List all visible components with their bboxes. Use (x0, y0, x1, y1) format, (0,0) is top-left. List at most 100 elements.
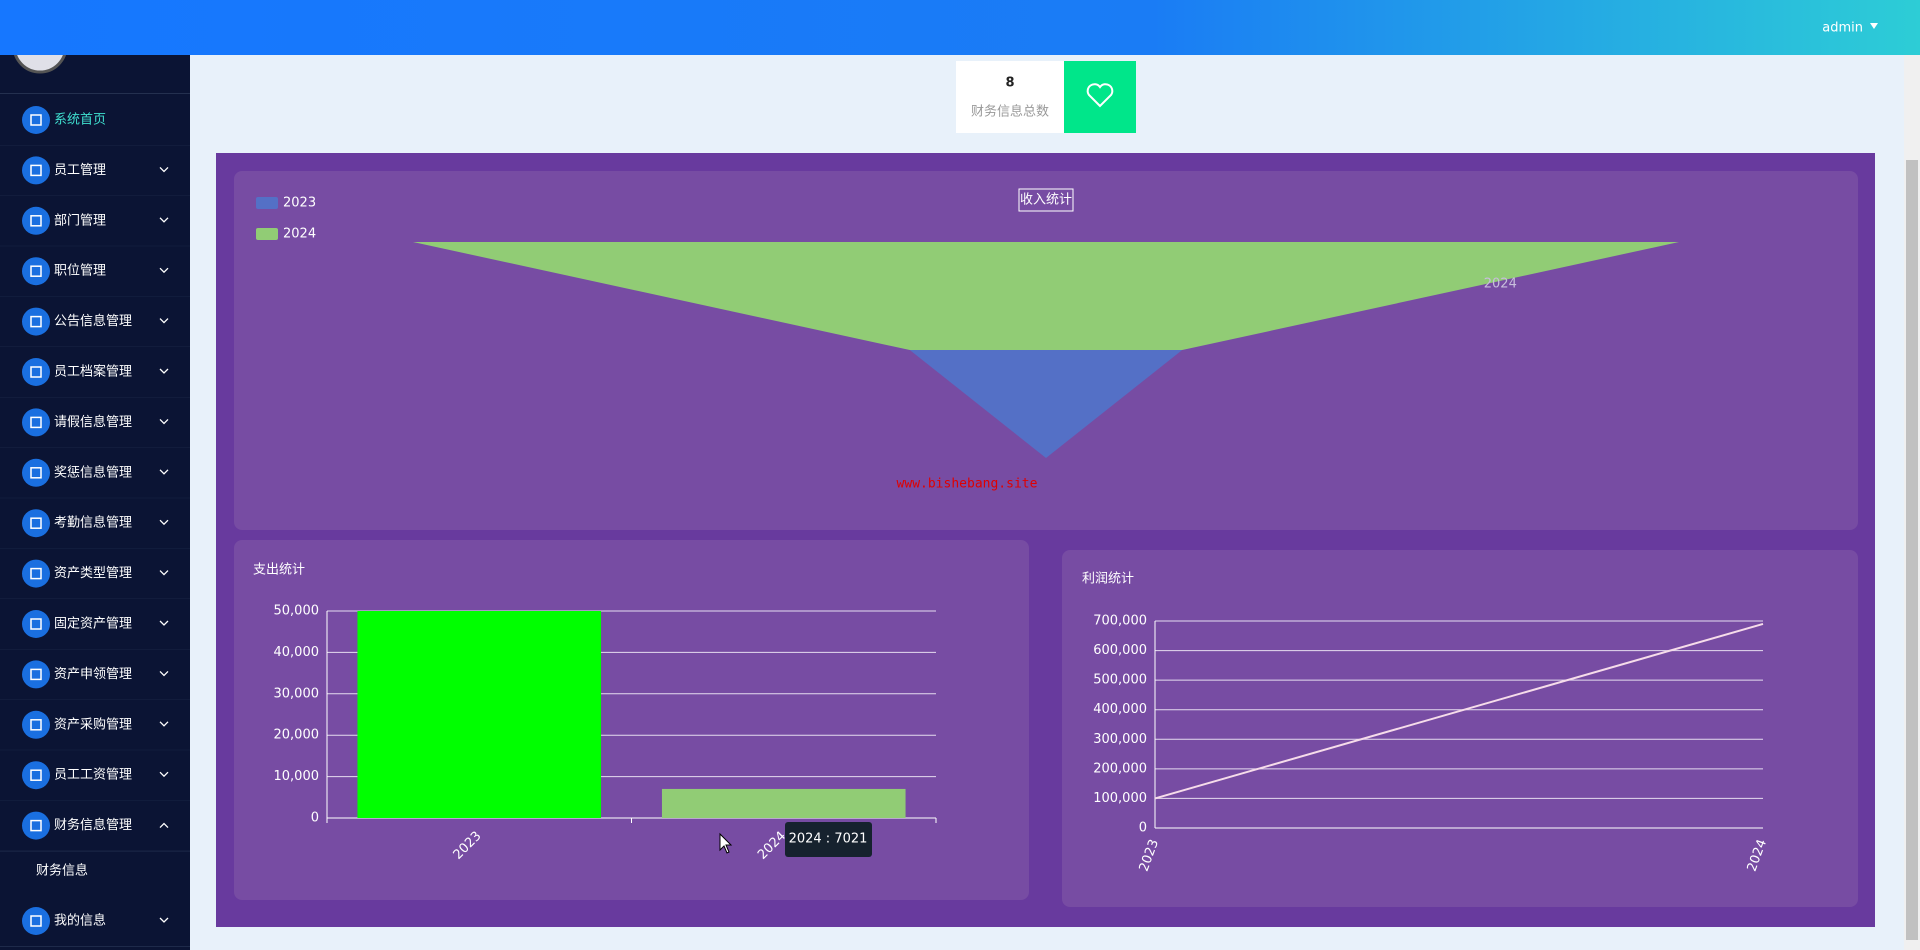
chart-title: 收入统计 (1020, 193, 1072, 208)
y-tick-label: 20,000 (274, 728, 320, 743)
menu-label[interactable]: 职位管理 (54, 264, 106, 279)
menu-chevron (159, 570, 169, 576)
menu-icon (22, 907, 50, 935)
sidebar-divider (0, 93, 190, 94)
menu-icon (22, 811, 50, 840)
legend-swatch[interactable] (256, 197, 278, 209)
menu-chevron (159, 267, 169, 274)
watermark: www.bishebang.site (897, 477, 1038, 492)
menu-icon (22, 710, 50, 739)
menu-icon (22, 660, 50, 689)
y-tick-label: 50,000 (274, 604, 320, 619)
menu-label[interactable]: 考勤信息管理 (54, 515, 132, 531)
y-tick-label: 700,000 (1093, 614, 1147, 629)
menu-icon-glyph (30, 114, 42, 126)
bar[interactable] (357, 611, 602, 818)
menu-label[interactable]: 我的信息 (54, 913, 106, 929)
stat-icon-box (1064, 61, 1136, 133)
menu-label[interactable]: 资产采购管理 (54, 716, 132, 732)
line-series (1154, 622, 1764, 800)
funnel-segment[interactable] (413, 242, 1679, 350)
menu-label[interactable]: 固定资产管理 (54, 617, 132, 632)
menu-chevron (159, 368, 169, 374)
y-tick-label: 400,000 (1093, 702, 1147, 717)
bar[interactable] (661, 788, 906, 818)
cursor (719, 832, 733, 854)
menu-icon (22, 257, 50, 286)
line-card (1062, 550, 1858, 907)
y-tick-label: 30,000 (274, 686, 320, 701)
menu-icon (22, 106, 50, 134)
menu-label[interactable]: 资产类型管理 (54, 566, 132, 581)
menu-chevron (159, 822, 169, 829)
menu-icon-glyph (30, 265, 42, 277)
menu-label[interactable]: 员工档案管理 (54, 365, 132, 380)
menu-chevron (159, 166, 169, 173)
scroll-thumb[interactable] (1906, 160, 1918, 940)
menu-icon (22, 307, 50, 336)
menu-icon-glyph (30, 215, 42, 227)
menu-chevron (159, 519, 169, 526)
funnel-segment[interactable] (909, 350, 1183, 458)
menu-divider (0, 946, 190, 947)
heart-icon (1086, 83, 1114, 108)
menu-icon (22, 559, 50, 588)
menu-icon-glyph (30, 366, 42, 378)
legend-label[interactable]: 2024 (283, 227, 316, 242)
menu-icon (22, 509, 50, 538)
menu-icon-glyph (30, 719, 42, 731)
menu-chevron (159, 670, 169, 677)
menu-icon-glyph (30, 315, 42, 328)
header (0, 0, 1920, 55)
menu-label[interactable]: 员工工资管理 (54, 768, 132, 783)
user-menu[interactable]: admin (1822, 21, 1863, 36)
menu-label[interactable]: 请假信息管理 (54, 414, 132, 430)
menu-chevron (159, 318, 169, 324)
menu-icon (22, 206, 50, 235)
menu-icon-glyph (30, 416, 42, 429)
y-tick-label: 100,000 (1093, 791, 1147, 806)
y-tick-label: 200,000 (1093, 761, 1147, 776)
title-box (1018, 188, 1074, 212)
y-tick-label: 0 (1139, 821, 1147, 836)
stat-card (956, 61, 1064, 133)
funnel-label: 2024 (1484, 277, 1517, 292)
menu-label[interactable]: 员工管理 (54, 163, 106, 178)
menu-icon-glyph (30, 915, 42, 927)
legend-label[interactable]: 2023 (283, 196, 316, 211)
menu-label[interactable]: 公告信息管理 (54, 313, 132, 329)
menu-divider (0, 850, 190, 852)
y-tick-label: 40,000 (274, 645, 320, 660)
menu-chevron (159, 917, 169, 923)
submenu-item[interactable]: 财务信息 (36, 863, 88, 879)
user-caret[interactable] (1870, 23, 1878, 29)
menu-icon-glyph (30, 467, 42, 479)
menu-label[interactable]: 财务信息管理 (54, 817, 132, 833)
y-tick-label: 0 (311, 811, 319, 826)
menu-icon (22, 610, 50, 638)
menu-label[interactable]: 部门管理 (54, 213, 106, 228)
menu-chevron (159, 418, 169, 425)
stat-label: 财务信息总数 (971, 104, 1049, 120)
y-tick-label: 600,000 (1093, 643, 1147, 658)
menu-icon (22, 358, 50, 386)
tooltip (785, 822, 872, 857)
menu-icon (22, 156, 50, 185)
chart-title: 支出统计 (253, 563, 305, 578)
y-tick-label: 300,000 (1093, 732, 1147, 747)
menu-icon (22, 458, 50, 487)
menu-label[interactable]: 资产申领管理 (54, 667, 132, 682)
menu-icon-glyph (30, 164, 42, 177)
menu-icon-glyph (30, 517, 42, 529)
menu-icon (22, 408, 50, 437)
menu-icon-glyph (30, 819, 42, 832)
menu-chevron (159, 217, 169, 223)
legend-swatch[interactable] (256, 228, 278, 240)
menu-label[interactable]: 系统首页 (54, 113, 106, 128)
bar-card (234, 540, 1029, 900)
menu-label[interactable]: 奖惩信息管理 (54, 464, 132, 480)
tooltip-text: 2024 : 7021 (789, 832, 868, 847)
